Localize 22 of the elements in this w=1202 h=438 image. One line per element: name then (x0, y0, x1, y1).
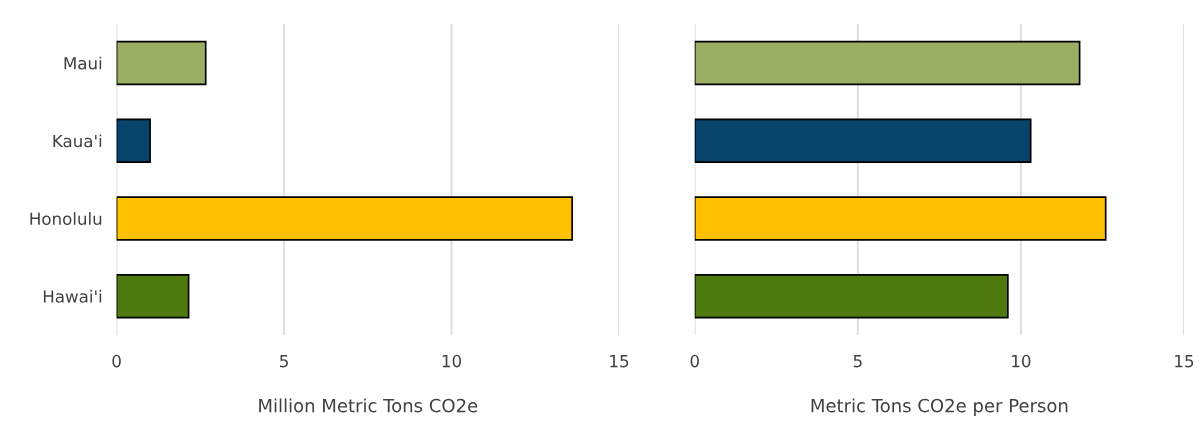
bar (116, 196, 573, 241)
bar (116, 273, 190, 319)
x-tick-label: 0 (690, 354, 699, 368)
x-tick-label: 15 (610, 355, 629, 368)
x-tick-label: 10 (1012, 354, 1031, 368)
bar (694, 196, 1107, 241)
bar (694, 118, 1032, 163)
x-tick-label: 15 (1175, 355, 1194, 368)
y-tick-label: Honolulu (30, 212, 102, 226)
x-tick-label: 0 (112, 354, 121, 368)
bar (694, 40, 1081, 86)
y-tick-label: Hawai'i (43, 289, 102, 303)
x-tick-label: 5 (280, 355, 288, 368)
x-tick-label: 5 (853, 355, 862, 368)
bar (116, 40, 207, 86)
x-axis-title: Million Metric Tons CO2e (259, 398, 478, 413)
y-tick-label: Kaua'i (53, 134, 102, 148)
x-axis-title: Metric Tons CO2e per Person (811, 398, 1068, 416)
y-tick-label: Maui (64, 56, 102, 70)
bar (116, 118, 151, 163)
bar (694, 273, 1009, 319)
x-tick-label: 10 (442, 354, 462, 368)
